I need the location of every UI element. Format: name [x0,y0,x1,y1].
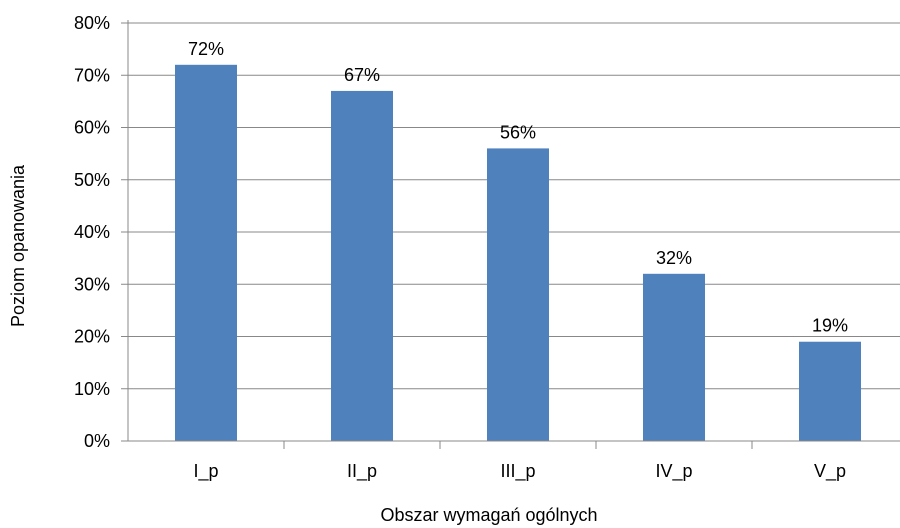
x-axis-title: Obszar wymagań ogólnych [380,505,597,525]
bars [175,64,861,442]
x-tick-label: III_p [500,461,535,482]
y-tick-label: 80% [74,13,110,33]
y-tick-label: 0% [84,431,110,451]
labels: 0% 10% 20% 30% 40% 50% 60% 70% 80% I_p 72% II_p 67% I… [74,13,848,482]
x-tick-label: II_p [347,461,377,482]
y-tick-label: 70% [74,65,110,85]
axes [121,20,900,449]
y-tick-label: 10% [74,379,110,399]
bar-V_p [799,341,861,441]
bar-III_p [487,148,549,441]
data-label: 19% [812,316,848,336]
y-tick-label: 30% [74,274,110,294]
y-tick-label: 40% [74,222,110,242]
data-label: 56% [500,122,536,142]
y-tick-label: 50% [74,170,110,190]
data-label: 72% [188,39,224,59]
x-tick-label: V_p [814,461,846,482]
data-label: 32% [656,248,692,268]
y-tick-label: 60% [74,118,110,138]
data-label: 67% [344,65,380,85]
x-tick-label: I_p [193,461,218,482]
y-axis-title: Poziom opanowania [8,164,28,327]
bar-IV_p [643,273,705,441]
x-tick-label: IV_p [655,461,692,482]
bar-I_p [175,64,237,442]
bar-II_p [331,90,393,442]
y-tick-label: 20% [74,327,110,347]
